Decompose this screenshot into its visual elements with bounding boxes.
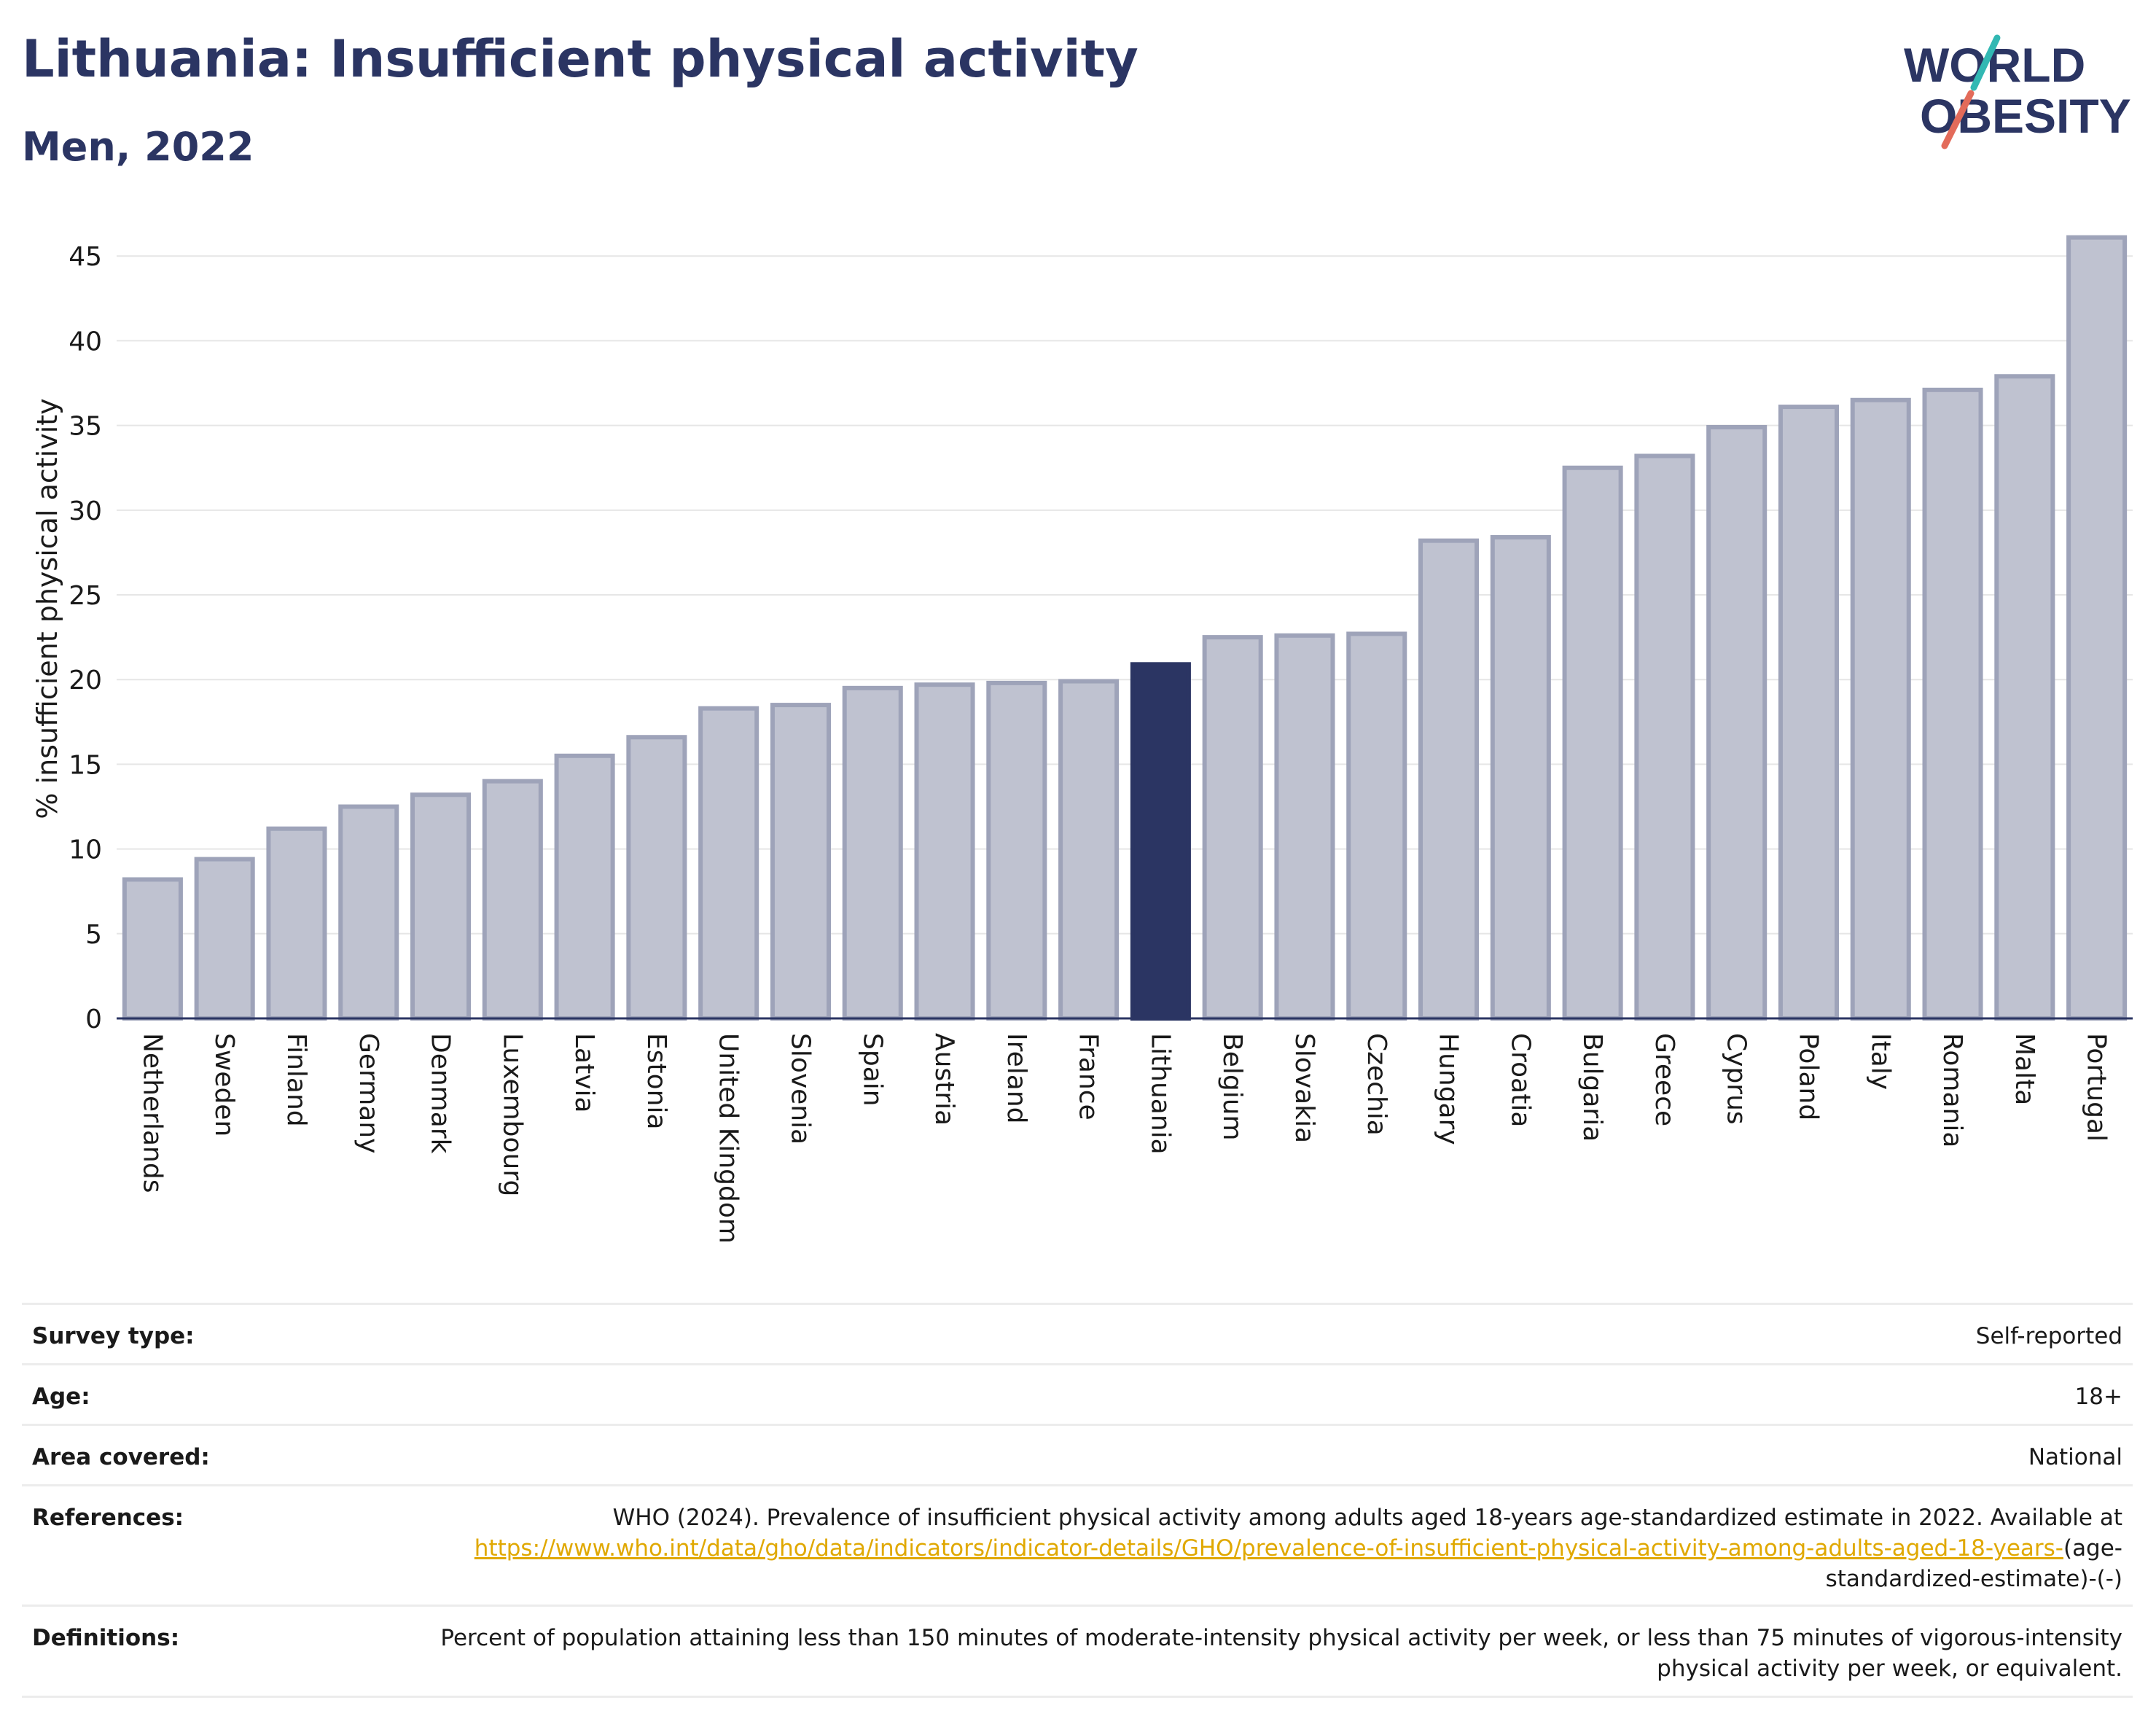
y-axis-label: % insufficient physical activity xyxy=(31,398,63,819)
bar-hungary xyxy=(1418,538,1480,1021)
x-tick-label: Belgium xyxy=(1217,1033,1247,1141)
y-tick-label: 30 xyxy=(69,496,102,526)
chart-title: Lithuania: Insufficient physical activit… xyxy=(22,29,1138,89)
info-row-age: Age: 18+ xyxy=(22,1365,2133,1426)
x-tick-label: Bulgaria xyxy=(1577,1033,1607,1142)
y-tick-label: 0 xyxy=(85,1005,102,1034)
x-tick-label: Finland xyxy=(281,1033,311,1127)
x-tick-label: Latvia xyxy=(569,1033,599,1113)
bar-portugal xyxy=(2066,235,2128,1021)
svg-text:OBESITY: OBESITY xyxy=(1920,89,2131,143)
area-value: National xyxy=(2028,1444,2122,1470)
bar-lithuania xyxy=(1130,662,1191,1021)
x-tick-label: United Kingdom xyxy=(714,1033,743,1244)
x-tick-label: Slovenia xyxy=(785,1033,815,1145)
x-tick-label: Netherlands xyxy=(137,1033,167,1193)
y-tick-label: 40 xyxy=(69,327,102,356)
bar-belgium xyxy=(1202,635,1263,1021)
bar-estonia xyxy=(626,735,687,1021)
bar-cyprus xyxy=(1706,424,1768,1021)
x-tick-label: Spain xyxy=(857,1033,887,1107)
bar-united-kingdom xyxy=(698,706,759,1021)
bar-romania xyxy=(1922,387,1983,1021)
x-tick-label: Poland xyxy=(1793,1033,1823,1120)
bar-greece xyxy=(1634,453,1695,1021)
x-tick-label: Lithuania xyxy=(1145,1033,1175,1155)
info-row-references: References: WHO (2024). Prevalence of in… xyxy=(22,1486,2133,1607)
bar-croatia xyxy=(1490,535,1551,1021)
x-tick-label: Czechia xyxy=(1362,1033,1391,1136)
x-tick-label: Estonia xyxy=(641,1033,671,1130)
y-tick-label: 15 xyxy=(69,750,102,780)
x-tick-label: Greece xyxy=(1649,1033,1679,1126)
bar-czechia xyxy=(1346,631,1407,1021)
references-suffix: (age-standardized-estimate)-(-) xyxy=(1825,1535,2122,1592)
x-tick-label: Luxembourg xyxy=(497,1033,527,1196)
bar-bulgaria xyxy=(1562,465,1623,1021)
y-tick-labels: 0 5 10 15 20 25 30 35 40 45 xyxy=(69,242,102,1034)
bar-netherlands xyxy=(122,877,183,1021)
references-link[interactable]: https://www.who.int/data/gho/data/indica… xyxy=(474,1535,2063,1562)
references-label: References: xyxy=(32,1505,184,1531)
bar-slovenia xyxy=(770,703,831,1021)
x-tick-labels: Netherlands Sweden Finland Germany Denmark Lu… xyxy=(137,1033,2111,1244)
survey-type-value: Self-reported xyxy=(1975,1323,2122,1349)
age-label: Age: xyxy=(32,1384,90,1410)
age-value: 18+ xyxy=(2074,1384,2122,1410)
x-tick-label: Croatia xyxy=(1505,1033,1535,1127)
bar-ireland xyxy=(986,680,1047,1021)
x-tick-label: Denmark xyxy=(426,1033,456,1154)
bar-germany xyxy=(338,804,399,1021)
x-tick-label: Cyprus xyxy=(1722,1033,1751,1125)
bar-finland xyxy=(266,826,327,1021)
survey-type-label: Survey type: xyxy=(32,1323,195,1349)
bar-malta xyxy=(1994,374,2055,1021)
bar-spain xyxy=(842,685,903,1021)
references-text: WHO (2024). Prevalence of insufficient p… xyxy=(612,1505,2122,1531)
y-tick-label: 25 xyxy=(69,581,102,611)
bar-luxembourg xyxy=(482,779,543,1021)
bar-slovakia xyxy=(1274,633,1335,1021)
x-tick-label: Romania xyxy=(1937,1033,1967,1147)
world-obesity-logo: WORLD OBESITY xyxy=(1904,34,2131,149)
y-tick-label: 20 xyxy=(69,666,102,695)
info-row-area: Area covered: National xyxy=(22,1426,2133,1486)
references-value: WHO (2024). Prevalence of insufficient p… xyxy=(410,1502,2122,1594)
x-tick-label: Slovakia xyxy=(1289,1033,1319,1143)
x-tick-label: France xyxy=(1074,1033,1104,1120)
x-tick-label: Hungary xyxy=(1434,1033,1464,1145)
x-tick-label: Portugal xyxy=(2082,1033,2112,1142)
bar-france xyxy=(1058,679,1120,1021)
bar-italy xyxy=(1850,397,1911,1021)
x-tick-label: Sweden xyxy=(209,1033,239,1136)
y-tick-label: 45 xyxy=(69,242,102,272)
x-tick-label: Ireland xyxy=(1001,1033,1031,1124)
bar-poland xyxy=(1778,405,1839,1021)
bars xyxy=(122,235,2128,1021)
y-tick-label: 10 xyxy=(69,835,102,865)
bar-austria xyxy=(914,682,975,1021)
chart-subtitle: Men, 2022 xyxy=(22,124,254,170)
definitions-label: Definitions: xyxy=(32,1625,180,1651)
definitions-value: Percent of population attaining less tha… xyxy=(440,1625,2122,1682)
area-label: Area covered: xyxy=(32,1444,210,1470)
y-tick-label: 5 xyxy=(85,920,102,950)
x-tick-label: Italy xyxy=(1865,1033,1895,1090)
bar-denmark xyxy=(410,792,472,1021)
x-tick-label: Malta xyxy=(2009,1033,2039,1105)
x-tick-label: Austria xyxy=(929,1033,959,1126)
info-row-definitions: Definitions: Percent of population attai… xyxy=(22,1607,2133,1698)
bar-latvia xyxy=(554,753,615,1021)
y-tick-label: 35 xyxy=(69,412,102,442)
info-table: Survey type: Self-reported Age: 18+ Area… xyxy=(22,1303,2133,1698)
info-row-survey-type: Survey type: Self-reported xyxy=(22,1305,2133,1365)
bar-sweden xyxy=(194,857,255,1021)
x-tick-label: Germany xyxy=(354,1033,383,1153)
bar-chart: 0 5 10 15 20 25 30 35 40 45 Netherlands Sweden Finl… xyxy=(31,235,2133,1244)
